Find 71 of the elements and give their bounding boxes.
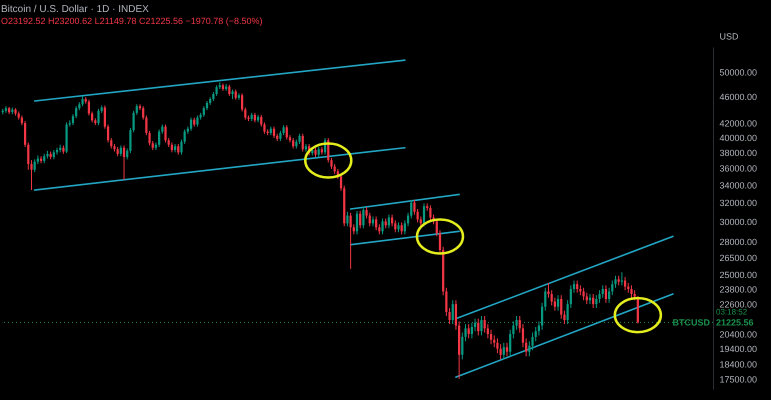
candlestick	[576, 280, 578, 294]
y-tick-label: 34000.00	[720, 180, 758, 190]
y-tick-label: 30000.00	[720, 216, 758, 227]
candlestick	[177, 143, 180, 156]
candlestick	[234, 89, 237, 100]
candlestick	[388, 214, 390, 229]
chart-subtitle: O23192.52 H23200.62 L21149.78 C21225.56 −1970.78 (−8.50%)	[1, 16, 263, 26]
candlestick	[116, 146, 119, 157]
candlestick	[43, 153, 46, 164]
candlestick	[302, 133, 304, 152]
y-tick-label: 42000.00	[720, 118, 758, 129]
candlestick	[120, 144, 122, 157]
candlestick	[196, 115, 199, 128]
candlestick	[604, 284, 608, 304]
candlestick	[164, 124, 167, 144]
y-tick-label: 50000.00	[720, 68, 758, 78]
candlestick	[390, 214, 394, 227]
y-tick-label: 40000.00	[720, 132, 758, 143]
candlestick	[429, 204, 432, 221]
candlestick	[618, 275, 620, 286]
y-tick-label: 28000.00	[720, 237, 758, 248]
chart-title: Bitcoin / U.S. Dollar · 1D · INDEX	[1, 4, 150, 15]
candlestick	[375, 216, 378, 231]
candlestick	[52, 150, 55, 160]
y-tick-label: 19400.00	[720, 344, 758, 354]
candlestick	[400, 222, 403, 235]
y-tick-label: 23800.00	[720, 284, 758, 294]
candlestick	[170, 142, 174, 153]
candlestick	[477, 318, 480, 336]
candlestick	[592, 293, 594, 309]
candlestick	[346, 211, 349, 227]
y-tick-label: 18400.00	[720, 360, 758, 370]
candlestick	[588, 293, 592, 305]
candlestick	[384, 218, 387, 229]
candlestick	[158, 128, 160, 148]
candlestick	[254, 112, 256, 123]
y-tick-label: 17500.00	[720, 374, 758, 384]
candlestick	[608, 287, 610, 304]
candlestick	[630, 284, 633, 298]
candlestick	[318, 146, 320, 158]
text: 03:18:52	[716, 307, 748, 316]
candlestick	[193, 117, 196, 128]
annotation: BTCUSD	[672, 317, 710, 328]
ref-line-label: 21225.56	[716, 317, 754, 328]
candlestick	[359, 210, 362, 229]
candlestick	[228, 84, 230, 96]
y-tick-label: 25000.00	[720, 270, 758, 280]
y-tick-label: 46000.00	[720, 92, 758, 102]
candlestick	[381, 218, 384, 235]
candlestick	[502, 342, 505, 360]
candlestick	[356, 210, 358, 235]
y-tick-label: 22600.00	[720, 300, 758, 310]
candlestick	[298, 133, 301, 144]
candlestick	[372, 216, 374, 227]
candlestick	[506, 342, 508, 357]
candlestick	[231, 89, 234, 100]
candlestick	[362, 206, 364, 229]
candlestick	[468, 324, 470, 339]
y-tick-label: 20400.00	[720, 330, 758, 340]
candlestick	[350, 212, 352, 270]
y-tick-label: 38000.00	[720, 148, 758, 158]
candlestick	[586, 292, 588, 305]
y-tick-label: 36000.00	[720, 164, 758, 174]
y-axis-title: USD	[720, 32, 739, 42]
candlestick	[34, 158, 36, 173]
candlestick	[452, 300, 454, 325]
y-tick-label: 32000.00	[720, 198, 758, 208]
y-tick-label: 26500.00	[720, 253, 758, 264]
candlestick	[286, 124, 288, 140]
candlestick	[292, 138, 294, 150]
candlestick	[272, 126, 276, 139]
